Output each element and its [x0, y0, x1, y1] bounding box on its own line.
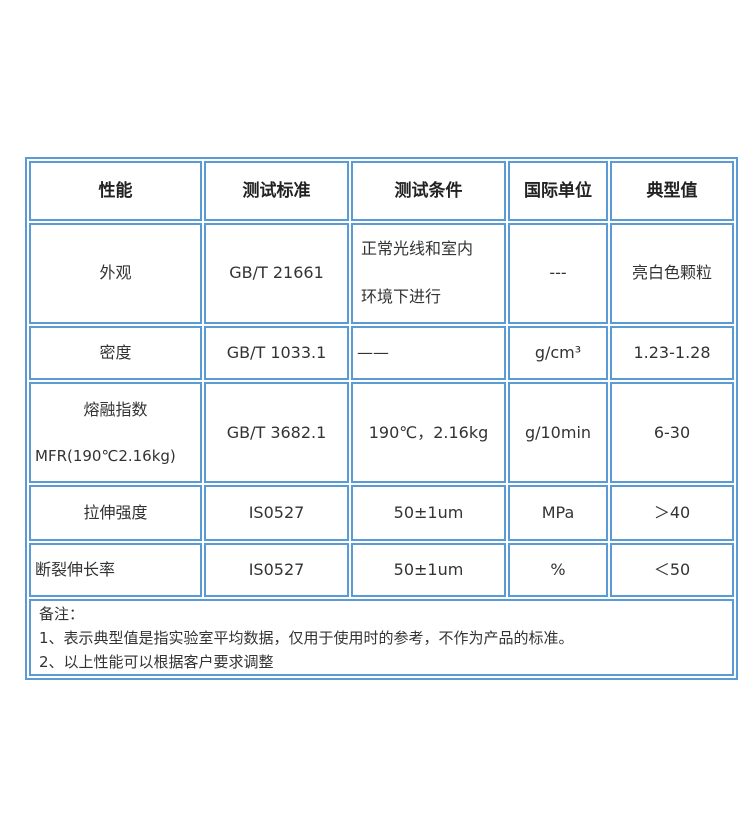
table-row: 熔融指数 MFR(190℃2.16kg) GB/T 3682.1 190℃，2.… [29, 382, 734, 484]
notes-cell: 备注： 1、表示典型值是指实验室平均数据，仅用于使用时的参考，不作为产品的标准。… [29, 599, 734, 676]
cell-unit: % [508, 542, 608, 598]
cell-value: 6-30 [610, 382, 734, 484]
cell-property: 熔融指数 MFR(190℃2.16kg) [29, 382, 202, 484]
cell-unit: g/10min [508, 382, 608, 484]
header-standard: 测试标准 [204, 161, 349, 221]
property-line: MFR(190℃2.16kg) [35, 446, 176, 465]
spec-table: 性能 测试标准 测试条件 国际单位 典型值 外观 GB/T 21661 正常光线… [25, 157, 738, 680]
table-row: 断裂伸长率 IS0527 50±1um % ＜50 [29, 542, 734, 598]
cell-value: 1.23-1.28 [610, 325, 734, 381]
cell-standard: GB/T 1033.1 [204, 325, 349, 381]
cell-value: 亮白色颗粒 [610, 222, 734, 324]
table-row: 拉伸强度 IS0527 50±1um MPa ＞40 [29, 485, 734, 541]
property-line: 熔融指数 [83, 399, 148, 419]
cell-value: ＞40 [610, 485, 734, 541]
header-unit: 国际单位 [508, 161, 608, 221]
header-value: 典型值 [610, 161, 734, 221]
cell-condition: 正常光线和室内 环境下进行 [351, 222, 506, 324]
cell-unit: g/cm³ [508, 325, 608, 381]
cell-standard: IS0527 [204, 542, 349, 598]
cell-condition: 50±1um [351, 542, 506, 598]
cell-property: 密度 [29, 325, 202, 381]
cell-standard: GB/T 3682.1 [204, 382, 349, 484]
note-line: 2、以上性能可以根据客户要求调整 [39, 652, 274, 671]
table-row: 外观 GB/T 21661 正常光线和室内 环境下进行 --- 亮白色颗粒 [29, 222, 734, 324]
cell-condition: —— [351, 325, 506, 381]
header-condition: 测试条件 [351, 161, 506, 221]
cell-unit: MPa [508, 485, 608, 541]
note-line: 1、表示典型值是指实验室平均数据，仅用于使用时的参考，不作为产品的标准。 [39, 628, 574, 647]
table-header-row: 性能 测试标准 测试条件 国际单位 典型值 [29, 161, 734, 221]
cell-standard: GB/T 21661 [204, 222, 349, 324]
condition-line: 环境下进行 [361, 287, 442, 307]
cell-property: 拉伸强度 [29, 485, 202, 541]
header-property: 性能 [29, 161, 202, 221]
cell-condition: 50±1um [351, 485, 506, 541]
cell-condition: 190℃，2.16kg [351, 382, 506, 484]
cell-value: ＜50 [610, 542, 734, 598]
notes-row: 备注： 1、表示典型值是指实验室平均数据，仅用于使用时的参考，不作为产品的标准。… [29, 599, 734, 676]
notes-title: 备注： [39, 604, 85, 623]
table-row: 密度 GB/T 1033.1 —— g/cm³ 1.23-1.28 [29, 325, 734, 381]
condition-line: 正常光线和室内 [361, 239, 474, 259]
cell-unit: --- [508, 222, 608, 324]
cell-property: 断裂伸长率 [29, 542, 202, 598]
cell-property: 外观 [29, 222, 202, 324]
cell-standard: IS0527 [204, 485, 349, 541]
